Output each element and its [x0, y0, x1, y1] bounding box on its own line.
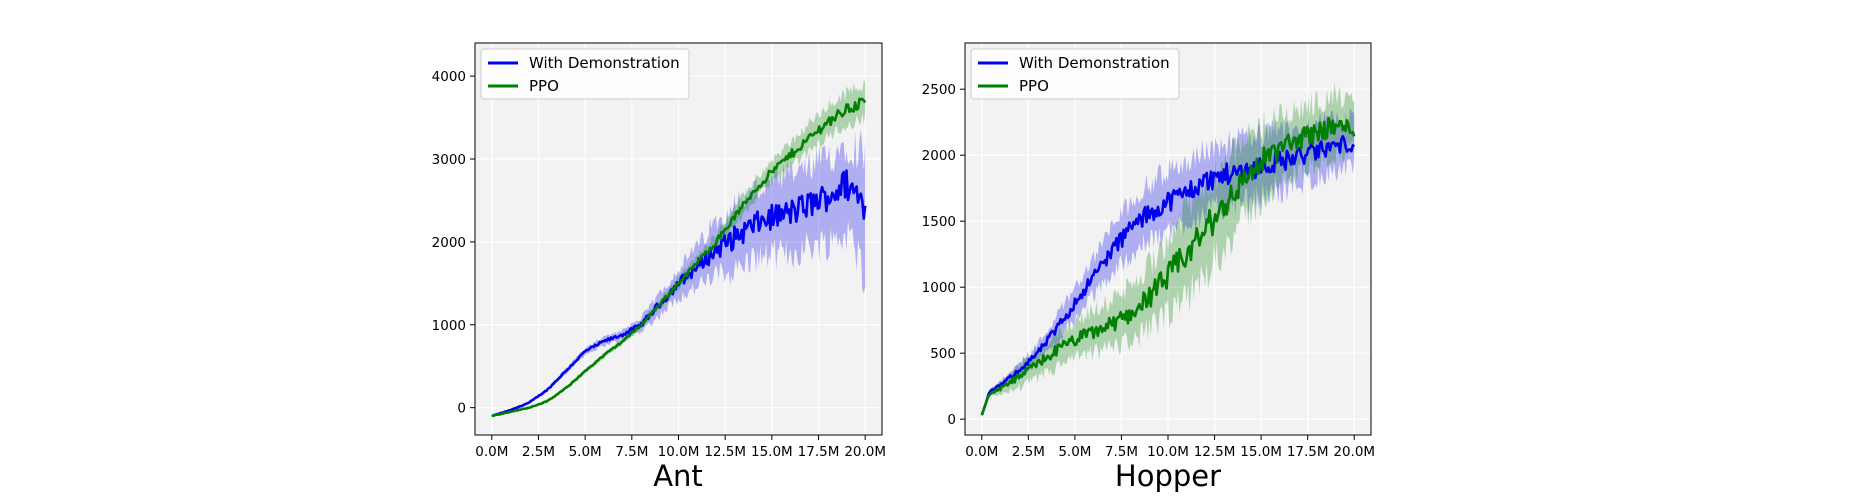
x-tick-label: 5.0M	[1058, 444, 1091, 460]
y-tick-label: 2500	[922, 82, 956, 98]
x-tick-label: 20.0M	[1333, 444, 1375, 460]
legend-label-with-demonstration: With Demonstration	[529, 54, 680, 72]
x-tick-label: 5.0M	[569, 444, 602, 460]
band-with-demonstration	[491, 129, 866, 417]
y-tick-label: 500	[930, 346, 956, 362]
y-tick-label: 1000	[922, 280, 956, 296]
line-ppo	[980, 116, 1356, 416]
x-ticks-hopper: 0.0M 2.5M 5.0M 7.5M 10.0M 12.5M 15.0M 17.5M 20.0…	[965, 435, 1375, 460]
x-tick-label: 10.0M	[658, 444, 700, 460]
series-lines-hopper	[980, 116, 1356, 416]
confidence-bands-ant	[491, 80, 866, 417]
chart-title-hopper: Hopper	[1115, 459, 1221, 493]
y-tick-label: 1000	[432, 318, 466, 334]
y-ticks-ant: 0 1000 2000 3000 4000	[432, 69, 475, 417]
x-tick-label: 17.5M	[1287, 444, 1329, 460]
x-tick-label: 7.5M	[1105, 444, 1138, 460]
x-tick-label: 0.0M	[965, 444, 998, 460]
x-tick-label: 2.5M	[1012, 444, 1045, 460]
x-tick-label: 12.5M	[1194, 444, 1236, 460]
chart-title-ant: Ant	[653, 459, 703, 493]
band-with-demonstration	[981, 107, 1355, 416]
legend-box	[480, 48, 690, 100]
line-with-demonstration	[980, 135, 1356, 416]
subplot-ant: 0.0M 2.5M 5.0M 7.5M 10.0M 12.5M 15.0M 17.5M 20.0…	[432, 42, 886, 493]
legend-label-with-demonstration: With Demonstration	[1019, 54, 1170, 72]
legend-label-ppo: PPO	[1019, 77, 1049, 95]
line-ppo	[491, 97, 867, 418]
x-tick-label: 12.5M	[704, 444, 746, 460]
y-tick-label: 0	[947, 412, 956, 428]
grid-hopper	[965, 43, 1371, 435]
legend-label-ppo: PPO	[529, 77, 559, 95]
x-tick-label: 15.0M	[751, 444, 793, 460]
x-tick-label: 2.5M	[522, 444, 555, 460]
band-ppo	[491, 80, 866, 417]
y-tick-label: 0	[457, 401, 466, 417]
subplot-hopper: 0.0M 2.5M 5.0M 7.5M 10.0M 12.5M 15.0M 17.5M 20.0…	[922, 42, 1375, 493]
legend-box	[970, 48, 1180, 100]
x-tick-label: 17.5M	[798, 444, 840, 460]
x-tick-label: 20.0M	[844, 444, 886, 460]
y-tick-label: 4000	[432, 69, 466, 85]
y-ticks-hopper: 0 500 1000 1500 2000 2500	[922, 82, 965, 428]
legend-hopper: With Demonstration PPO	[970, 48, 1180, 100]
y-tick-label: 1500	[922, 214, 956, 230]
y-tick-label: 2000	[432, 235, 466, 251]
series-lines-ant	[491, 97, 867, 418]
legend-ant: With Demonstration PPO	[480, 48, 690, 100]
x-tick-label: 15.0M	[1240, 444, 1282, 460]
x-ticks-ant: 0.0M 2.5M 5.0M 7.5M 10.0M 12.5M 15.0M 17.5M 20.0…	[475, 435, 886, 460]
x-tick-label: 7.5M	[615, 444, 648, 460]
y-tick-label: 2000	[922, 148, 956, 164]
x-tick-label: 10.0M	[1147, 444, 1189, 460]
x-tick-label: 0.0M	[475, 444, 508, 460]
y-tick-label: 3000	[432, 152, 466, 168]
